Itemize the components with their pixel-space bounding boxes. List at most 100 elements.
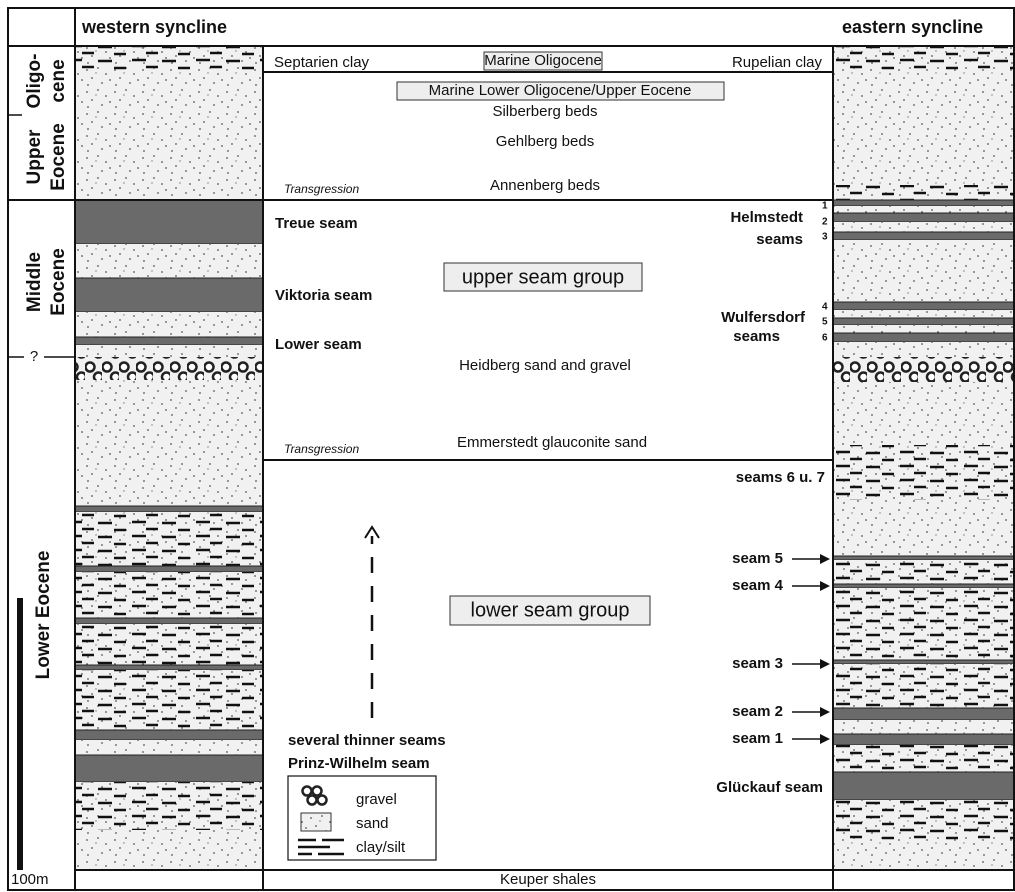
coal-seam	[833, 318, 1014, 325]
sand-layer	[833, 342, 1014, 357]
sand-layer	[75, 72, 263, 200]
clay-layer	[833, 800, 1014, 840]
sand-layer	[75, 244, 263, 278]
clay-layer	[75, 572, 263, 618]
sand-layer	[75, 380, 263, 506]
sand-layer	[75, 830, 263, 870]
sand-layer	[833, 72, 1014, 185]
seam-arrow	[820, 707, 830, 717]
epoch: Eocene	[48, 248, 69, 316]
coal-seam	[833, 734, 1014, 745]
clay-layer	[833, 588, 1014, 660]
seam-arrow	[820, 659, 830, 669]
clay-layer	[75, 782, 263, 830]
label: Transgression	[284, 442, 359, 456]
seam-arrow	[820, 734, 830, 744]
label: Heidberg sand and gravel	[459, 357, 631, 374]
coal-seam	[75, 337, 263, 345]
coal-seam	[75, 730, 263, 740]
sand-layer	[833, 382, 1014, 445]
coal-seam	[75, 200, 263, 244]
sand-layer	[833, 222, 1014, 232]
seam-arrow	[820, 554, 830, 564]
seam-number: 5	[822, 317, 828, 328]
legend-icon	[303, 787, 312, 796]
clay-layer	[833, 445, 1014, 500]
sand-layer	[75, 312, 263, 337]
seam-arrow	[820, 581, 830, 591]
label: several thinner seams	[288, 732, 446, 749]
label: Rupelian clay	[732, 54, 823, 71]
coal-seam	[833, 213, 1014, 222]
epoch: Oligo-	[24, 54, 45, 109]
coal-seam	[75, 278, 263, 312]
layers	[75, 46, 1014, 870]
label: Keuper shales	[500, 871, 596, 888]
seam-number: 2	[822, 217, 828, 228]
clay-layer	[75, 670, 263, 730]
epoch: Middle	[24, 252, 45, 312]
uncertain-mark: ?	[30, 348, 38, 365]
coal-seam	[833, 556, 1014, 560]
label: Marine Lower Oligocene/Upper Eocene	[429, 82, 692, 99]
coal-seam	[75, 665, 263, 670]
label: seam 4	[732, 577, 784, 594]
clay-layer	[833, 46, 1014, 72]
clay-layer	[833, 745, 1014, 772]
label: upper seam group	[462, 266, 624, 288]
legend-icon	[313, 787, 322, 796]
sand-layer	[833, 240, 1014, 302]
label: Prinz-Wilhelm seam	[288, 755, 430, 772]
coal-seam	[75, 618, 263, 624]
legend-label: sand	[356, 815, 389, 832]
label: Septarien clay	[274, 54, 370, 71]
epoch: cene	[48, 59, 69, 102]
label: Helmstedt	[730, 209, 803, 226]
coal-seam	[833, 232, 1014, 240]
seam-arrows	[792, 554, 830, 744]
coal-seam	[75, 566, 263, 572]
label: Wulfersdorf	[721, 309, 806, 326]
legend-label: clay/silt	[356, 839, 406, 856]
gravel-layer	[833, 357, 1014, 382]
label: Treue seam	[275, 215, 358, 232]
sand-layer	[833, 500, 1014, 556]
label: Lower seam	[275, 336, 362, 353]
label: Silberberg beds	[492, 103, 597, 120]
sand-layer	[833, 310, 1014, 318]
label: seams	[733, 328, 780, 345]
coal-seam	[833, 660, 1014, 664]
seam-number: 6	[822, 333, 828, 344]
sand-layer	[833, 720, 1014, 734]
label: lower seam group	[471, 599, 630, 621]
clay-layer	[75, 512, 263, 566]
label: seams 6 u. 7	[736, 469, 825, 486]
coal-seam	[833, 708, 1014, 720]
sand-layer	[833, 840, 1014, 870]
coal-seam	[833, 200, 1014, 206]
legend-icon	[308, 796, 317, 805]
coal-seam	[833, 772, 1014, 800]
coal-seam	[833, 333, 1014, 342]
legend-icon	[318, 796, 327, 805]
gravel-layer	[75, 357, 263, 380]
sand-layer	[75, 345, 263, 357]
label: seams	[756, 231, 803, 248]
coal-seam	[833, 302, 1014, 310]
coal-seam	[75, 755, 263, 782]
sand-layer	[833, 325, 1014, 333]
label: Transgression	[284, 182, 359, 196]
label: seam 1	[732, 730, 783, 747]
legend-label: gravel	[356, 791, 397, 808]
label: Annenberg beds	[490, 177, 600, 194]
coal-seam	[75, 506, 263, 512]
sand-layer	[833, 206, 1014, 213]
label: seam 2	[732, 703, 783, 720]
label: Viktoria seam	[275, 287, 372, 304]
coal-seam	[833, 584, 1014, 588]
clay-layer	[833, 185, 1014, 200]
label: seam 3	[732, 655, 783, 672]
sand-layer	[75, 740, 263, 755]
header: western syncline	[81, 17, 227, 37]
epoch: Lower Eocene	[33, 551, 54, 680]
